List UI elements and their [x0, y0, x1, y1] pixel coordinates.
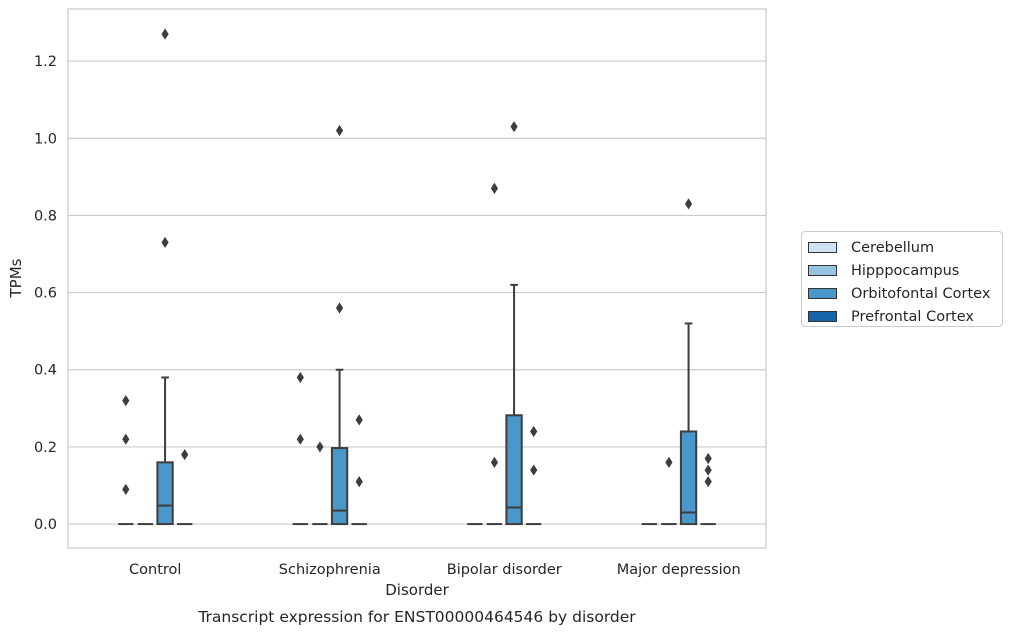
box-body	[505, 414, 523, 526]
outlier-point	[490, 456, 499, 468]
outlier-point	[316, 441, 324, 453]
y-tick-label: 1.0	[34, 131, 57, 147]
legend: Cerebellum Hipppocampus Orbitofontal Cor…	[801, 231, 1003, 327]
x-tick-label: Schizophrenia	[279, 562, 381, 578]
box-orbitofontal-cortex	[505, 283, 523, 526]
legend-swatch	[808, 288, 837, 299]
x-axis-label: Disorder	[385, 581, 449, 599]
outlier-point	[296, 371, 304, 384]
outlier-point	[161, 236, 169, 249]
outlier-point	[122, 483, 130, 495]
outliers	[122, 28, 712, 495]
box-orbitofontal-cortex	[330, 368, 349, 526]
boxes	[118, 283, 716, 526]
y-axis-label: TPMs	[7, 258, 25, 298]
outlier-point	[122, 433, 130, 445]
outlier-point	[530, 464, 538, 476]
outlier-point	[665, 456, 673, 468]
x-tick-labels: Control Schizophrenia Bipolar disorder Majo…	[129, 562, 741, 578]
grid-lines	[68, 60, 766, 525]
outlier-point	[355, 414, 363, 426]
box-body	[330, 447, 349, 526]
legend-swatch	[808, 265, 837, 276]
legend-item: Orbitofontal Cortex	[808, 282, 1002, 305]
legend-label: Orbitofontal Cortex	[851, 285, 991, 302]
legend-label: Cerebellum	[851, 239, 935, 256]
outlier-point	[122, 395, 130, 407]
outlier-point	[510, 121, 518, 133]
legend-item: Prefrontal Cortex	[808, 305, 1002, 328]
y-tick-label: 0.0	[34, 517, 57, 533]
outlier-point	[684, 198, 693, 210]
y-tick-label: 0.2	[34, 440, 57, 456]
box-body	[156, 461, 174, 526]
chart-caption: Transcript expression for ENST0000046454…	[197, 608, 636, 626]
plot-frame	[67, 8, 767, 549]
y-tick-label: 1.2	[34, 54, 57, 70]
legend-item: Cerebellum	[808, 236, 1002, 259]
x-tick-label: Bipolar disorder	[447, 562, 562, 578]
outlier-point	[704, 464, 712, 476]
y-tick-labels: 0.0 0.2 0.4 0.6 0.8 1.0 1.2	[34, 54, 57, 533]
box-orbitofontal-cortex	[156, 376, 174, 526]
outlier-point	[335, 124, 344, 137]
outlier-point	[335, 302, 344, 314]
y-tick-label: 0.4	[34, 363, 57, 379]
legend-item: Hipppocampus	[808, 259, 1002, 282]
box-orbitofontal-cortex	[679, 322, 698, 526]
x-tick-label: Control	[129, 562, 181, 578]
legend-swatch	[808, 311, 837, 322]
legend-label: Hipppocampus	[851, 262, 960, 279]
x-tick-label: Major depression	[617, 562, 741, 578]
outlier-point	[490, 182, 499, 195]
outlier-point	[181, 449, 189, 461]
outlier-point	[704, 476, 712, 488]
outlier-point	[355, 476, 363, 488]
outlier-point	[530, 425, 538, 438]
legend-swatch	[808, 242, 837, 253]
legend-label: Prefrontal Cortex	[851, 308, 974, 325]
outlier-point	[161, 28, 169, 40]
y-tick-label: 0.6	[34, 286, 57, 302]
y-tick-label: 0.8	[34, 208, 57, 224]
outlier-point	[704, 452, 712, 465]
box-body	[679, 430, 698, 526]
outlier-point	[296, 433, 304, 445]
